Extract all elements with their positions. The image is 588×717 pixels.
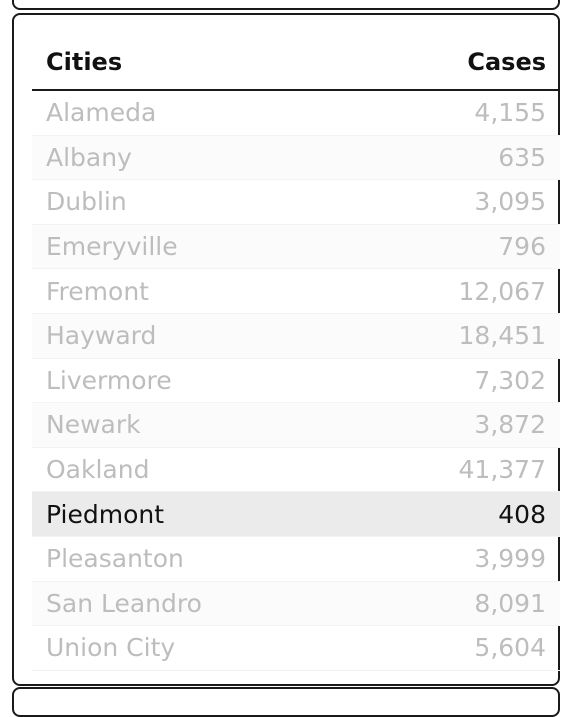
city-cell: Hayward xyxy=(46,321,157,351)
city-cell: Fremont xyxy=(46,276,149,306)
cases-cell: 3,872 xyxy=(474,410,546,440)
next-visual-card xyxy=(12,687,560,717)
city-cell: Union City xyxy=(46,633,176,663)
city-cell: Alameda xyxy=(46,98,157,128)
cases-cell: 12,067 xyxy=(458,276,546,306)
cases-cell: 18,451 xyxy=(458,321,546,351)
table-row[interactable]: San Leandro 8,091 xyxy=(32,581,560,627)
cities-cases-table-card: Cities Cases Alameda 4,155 Albany 635 Dubl… xyxy=(12,13,560,686)
cases-cell: 7,302 xyxy=(474,365,546,395)
table-row[interactable]: Dublin 3,095 xyxy=(32,180,560,225)
city-cell: Piedmont xyxy=(46,499,165,529)
cities-cases-table: Cities Cases Alameda 4,155 Albany 635 Dubl… xyxy=(32,35,560,671)
table-row[interactable]: Piedmont 408 xyxy=(32,492,560,537)
column-header-cities[interactable]: Cities xyxy=(46,48,123,76)
table-row[interactable]: Albany 635 xyxy=(32,135,560,181)
cases-cell: 4,155 xyxy=(474,98,546,128)
table-row[interactable]: Union City 5,604 xyxy=(32,626,560,671)
city-cell: Oakland xyxy=(46,455,150,485)
table-row[interactable]: Fremont 12,067 xyxy=(32,269,560,314)
table-row[interactable]: Pleasanton 3,999 xyxy=(32,537,560,582)
table-body: Alameda 4,155 Albany 635 Dublin 3,095 Emery… xyxy=(32,91,560,671)
cases-cell: 5,604 xyxy=(474,633,546,663)
cases-cell: 635 xyxy=(498,142,546,172)
table-row[interactable]: Alameda 4,155 xyxy=(32,91,560,136)
table-header: Cities Cases xyxy=(32,35,560,91)
city-cell: Pleasanton xyxy=(46,544,184,574)
table-row[interactable]: Oakland 41,377 xyxy=(32,448,560,493)
city-cell: Livermore xyxy=(46,365,172,395)
table-row[interactable]: Hayward 18,451 xyxy=(32,313,560,359)
previous-visual-card xyxy=(12,0,560,10)
table-row[interactable]: Emeryville 796 xyxy=(32,224,560,270)
cases-cell: 408 xyxy=(498,499,546,529)
table-row[interactable]: Newark 3,872 xyxy=(32,403,560,448)
cases-cell: 8,091 xyxy=(474,588,546,618)
cases-cell: 3,095 xyxy=(474,187,546,217)
cases-cell: 41,377 xyxy=(458,455,546,485)
table-row[interactable]: Livermore 7,302 xyxy=(32,359,560,404)
column-header-cases[interactable]: Cases xyxy=(467,48,546,76)
city-cell: Newark xyxy=(46,410,141,440)
city-cell: Albany xyxy=(46,142,132,172)
cases-cell: 796 xyxy=(498,232,546,262)
city-cell: Dublin xyxy=(46,187,127,217)
city-cell: San Leandro xyxy=(46,588,202,618)
city-cell: Emeryville xyxy=(46,232,178,262)
cases-cell: 3,999 xyxy=(474,544,546,574)
